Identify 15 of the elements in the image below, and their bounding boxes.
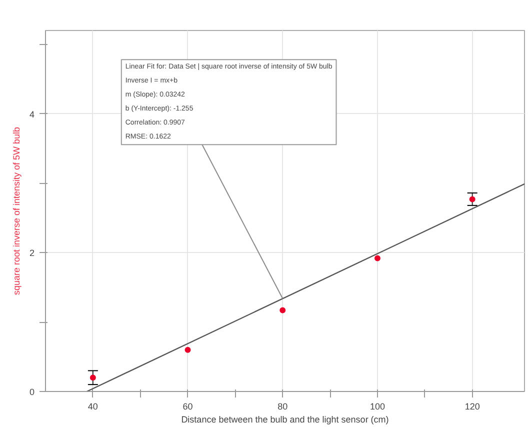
point (280, 307, 286, 314)
x-axis-title: Distance between the bulb and the light sensor (cm) (181, 414, 389, 424)
point (90, 374, 96, 381)
x-tick-label: 80 (278, 402, 288, 412)
y-axis-title: square root inverse of intensity of 5W bulb (11, 126, 22, 296)
x-tick-label: 60 (182, 402, 193, 412)
x-tick-label: 40 (88, 402, 98, 412)
x-tick-label: 100 (370, 402, 386, 412)
y-tick-label: 0 (29, 387, 35, 397)
point (374, 255, 380, 262)
point (469, 196, 476, 202)
y-tick-label: 2 (29, 248, 35, 258)
y-tick-label: 4 (29, 109, 35, 120)
x-tick-label: 120 (464, 402, 480, 412)
point (184, 346, 191, 353)
